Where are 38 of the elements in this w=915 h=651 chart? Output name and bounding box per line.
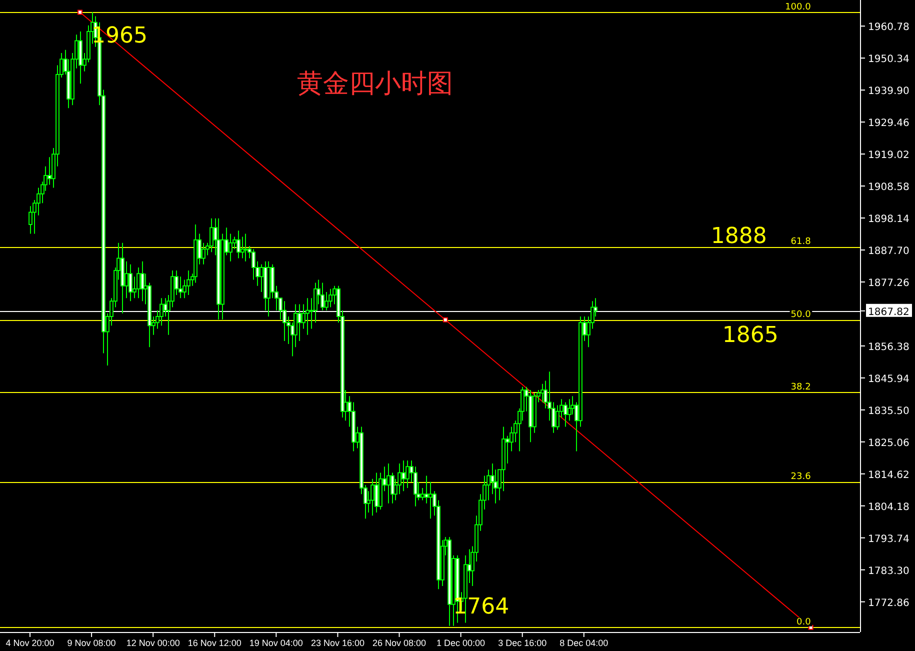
y-tick-label: 1856.38 xyxy=(868,342,910,353)
y-tick-label: 1835.50 xyxy=(868,406,910,417)
annotation: 1865 xyxy=(722,322,778,348)
x-tick-label: 23 Nov 16:00 xyxy=(310,638,364,648)
y-tick-label: 1960.78 xyxy=(868,22,910,34)
x-tick-label: 3 Dec 16:00 xyxy=(498,638,547,648)
y-tick-label: 1908.58 xyxy=(868,182,910,194)
x-tick-label: 8 Dec 04:00 xyxy=(560,638,608,648)
text: 黄金四小时图 xyxy=(297,69,453,99)
annotation: 50.0 xyxy=(790,310,812,320)
y-tick-label: 1783.30 xyxy=(868,566,910,577)
x-tick-label: 16 Nov 12:00 xyxy=(188,638,242,648)
annotation: 23.6 xyxy=(790,472,812,482)
y-tick-label: 1845.94 xyxy=(868,374,910,385)
y-tick-label: 1929.46 xyxy=(868,118,910,130)
x-tick-label: 12 Nov 00:00 xyxy=(126,638,180,648)
annotation: 38.2 xyxy=(790,382,811,392)
y-tick-label: 1772.86 xyxy=(868,598,910,609)
x-tick-label: 9 Nov 08:00 xyxy=(67,638,116,648)
x-tick-label: 19 Nov 04:00 xyxy=(249,638,303,648)
x-tick-label: 4 Nov 20:00 xyxy=(6,638,54,648)
y-tick-label: 1793.74 xyxy=(868,534,910,545)
annotation: 1888 xyxy=(710,224,767,250)
x-tick-label: 26 Nov 08:00 xyxy=(372,638,426,648)
y-tick-label: 1867.82 xyxy=(868,306,910,318)
annotation: 61.8 xyxy=(790,237,812,248)
y-tick-label: 1898.14 xyxy=(868,214,910,225)
y-tick-label: 1814.62 xyxy=(868,470,910,481)
y-tick-label: 1877.26 xyxy=(868,278,910,289)
y-tick-label: 1919.02 xyxy=(868,150,910,162)
x-tick-label: 1 Dec 00:00 xyxy=(436,638,486,648)
y-tick-label: 1804.18 xyxy=(868,502,910,513)
annotation: 100.0 xyxy=(785,2,812,12)
y-tick-label: 1825.06 xyxy=(868,438,910,449)
y-tick-label: 1887.70 xyxy=(868,246,910,257)
y-tick-label: 1950.34 xyxy=(868,54,910,66)
y-tick-label: 1939.90 xyxy=(868,86,910,98)
annotation: 0.0 xyxy=(796,617,812,628)
